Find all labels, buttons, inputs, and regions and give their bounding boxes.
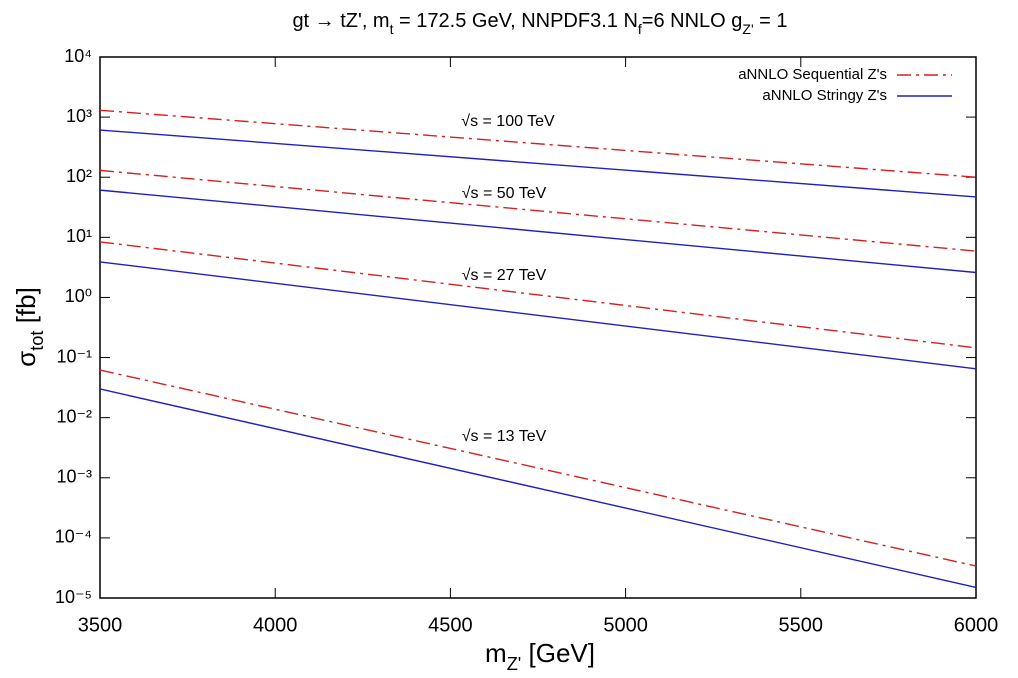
subscript: Z' xyxy=(507,654,522,673)
subscript: Z' xyxy=(742,21,753,37)
series-line xyxy=(99,169,977,252)
text-part: [fb] xyxy=(11,287,41,330)
series-line xyxy=(99,129,977,198)
series-line xyxy=(99,369,977,567)
y-tick-label: 10⁻² xyxy=(56,406,92,426)
subscript: t xyxy=(390,21,394,37)
subscript: f xyxy=(638,21,642,37)
series-line xyxy=(99,388,977,589)
y-tick-label: 10² xyxy=(66,166,92,186)
y-tick-label: 10⁴ xyxy=(64,46,92,66)
text-part: =6 NNLO g xyxy=(642,10,743,32)
x-tick-label: 5500 xyxy=(779,614,824,636)
plot-frame xyxy=(99,56,977,599)
annotation: √s = 27 TeV xyxy=(462,267,547,284)
x-tick-label: 4000 xyxy=(253,614,298,636)
series-line xyxy=(99,109,977,178)
annotation: √s = 100 TeV xyxy=(461,113,555,130)
legend-label: aNNLO Sequential Z's xyxy=(738,66,887,83)
text-part: = 172.5 GeV, NNPDF3.1 N xyxy=(394,10,638,32)
annotation: √s = 13 TeV xyxy=(462,428,547,445)
text-part: gt → tZ', m xyxy=(292,10,389,32)
annotation: √s = 50 TeV xyxy=(462,185,547,202)
y-tick-label: 10⁻⁵ xyxy=(55,587,92,607)
text-part: = 1 xyxy=(754,10,788,32)
y-tick-label: 10⁻¹ xyxy=(56,346,92,366)
series-line xyxy=(99,189,977,274)
text-part: σ xyxy=(11,351,41,367)
y-axis-label: σtot [fb] xyxy=(11,287,47,367)
y-tick-label: 10¹ xyxy=(66,226,92,246)
x-tick-label: 6000 xyxy=(954,614,999,636)
text-part: [GeV] xyxy=(521,638,595,668)
text-part: m xyxy=(485,638,507,668)
y-tick-label: 10⁻⁴ xyxy=(55,527,92,547)
x-axis-label: mZ' [GeV] xyxy=(485,638,595,673)
x-tick-label: 3500 xyxy=(78,614,123,636)
x-tick-label: 4500 xyxy=(428,614,473,636)
y-tick-label: 10³ xyxy=(66,106,92,126)
x-tick-label: 5000 xyxy=(603,614,648,636)
y-tick-label: 10⁻³ xyxy=(56,467,92,487)
legend-label: aNNLO Stringy Z's xyxy=(762,87,887,104)
series-line xyxy=(99,241,977,349)
subscript: tot xyxy=(27,331,47,351)
y-tick-label: 10⁰ xyxy=(65,286,92,306)
series-line xyxy=(99,261,977,370)
chart-title: gt → tZ', mt = 172.5 GeV, NNPDF3.1 Nf=6 … xyxy=(292,10,787,36)
